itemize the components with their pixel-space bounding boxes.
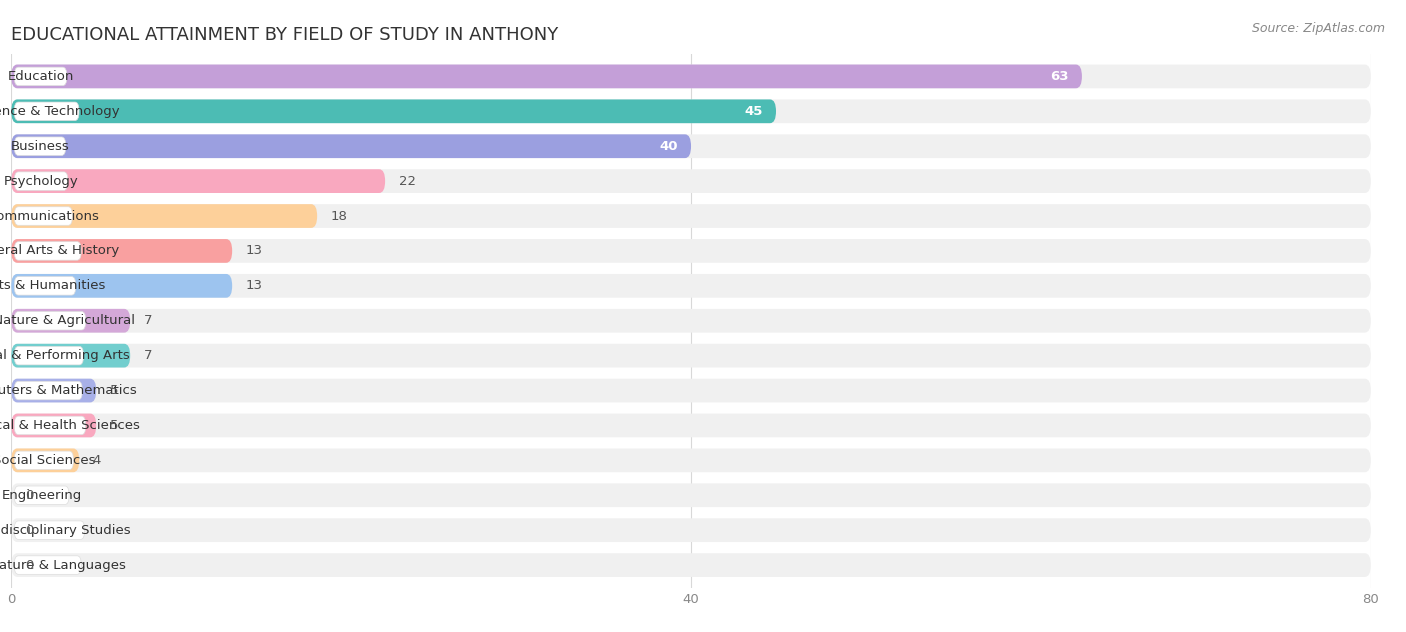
Text: Science & Technology: Science & Technology — [0, 105, 120, 118]
FancyBboxPatch shape — [14, 102, 79, 121]
Text: Literature & Languages: Literature & Languages — [0, 559, 127, 571]
FancyBboxPatch shape — [11, 99, 1371, 123]
Text: EDUCATIONAL ATTAINMENT BY FIELD OF STUDY IN ANTHONY: EDUCATIONAL ATTAINMENT BY FIELD OF STUDY… — [11, 26, 558, 44]
Text: 4: 4 — [93, 454, 101, 467]
Text: 0: 0 — [25, 524, 34, 537]
Text: 0: 0 — [25, 489, 34, 502]
Text: Arts & Humanities: Arts & Humanities — [0, 279, 105, 293]
FancyBboxPatch shape — [11, 309, 1371, 332]
Text: 5: 5 — [110, 384, 118, 397]
FancyBboxPatch shape — [14, 451, 73, 470]
Text: 22: 22 — [399, 174, 416, 188]
Text: Engineering: Engineering — [1, 489, 82, 502]
FancyBboxPatch shape — [14, 67, 66, 86]
FancyBboxPatch shape — [11, 413, 1371, 437]
Text: 5: 5 — [110, 419, 118, 432]
FancyBboxPatch shape — [14, 241, 82, 260]
Text: Bio, Nature & Agricultural: Bio, Nature & Agricultural — [0, 314, 135, 327]
FancyBboxPatch shape — [14, 381, 83, 400]
Text: 7: 7 — [143, 314, 152, 327]
FancyBboxPatch shape — [11, 449, 1371, 472]
Text: Source: ZipAtlas.com: Source: ZipAtlas.com — [1251, 22, 1385, 35]
Text: 0: 0 — [25, 559, 34, 571]
Text: Liberal Arts & History: Liberal Arts & History — [0, 245, 120, 257]
Text: Education: Education — [7, 70, 73, 83]
FancyBboxPatch shape — [11, 344, 1371, 368]
FancyBboxPatch shape — [11, 518, 1371, 542]
FancyBboxPatch shape — [14, 556, 82, 574]
FancyBboxPatch shape — [14, 416, 86, 435]
FancyBboxPatch shape — [11, 274, 1371, 298]
FancyBboxPatch shape — [14, 277, 76, 295]
FancyBboxPatch shape — [11, 483, 1371, 507]
Text: 7: 7 — [143, 349, 152, 362]
Text: 40: 40 — [659, 140, 678, 153]
FancyBboxPatch shape — [11, 64, 1371, 88]
FancyBboxPatch shape — [11, 99, 776, 123]
FancyBboxPatch shape — [14, 172, 67, 190]
Text: Communications: Communications — [0, 210, 100, 222]
Text: Social Sciences: Social Sciences — [0, 454, 96, 467]
FancyBboxPatch shape — [11, 135, 1371, 158]
FancyBboxPatch shape — [11, 379, 96, 403]
FancyBboxPatch shape — [11, 239, 1371, 263]
Text: 18: 18 — [330, 210, 347, 222]
FancyBboxPatch shape — [11, 553, 1371, 577]
FancyBboxPatch shape — [11, 274, 232, 298]
FancyBboxPatch shape — [11, 344, 131, 368]
FancyBboxPatch shape — [14, 137, 66, 155]
Text: Visual & Performing Arts: Visual & Performing Arts — [0, 349, 131, 362]
Text: Computers & Mathematics: Computers & Mathematics — [0, 384, 138, 397]
FancyBboxPatch shape — [11, 64, 1083, 88]
FancyBboxPatch shape — [11, 239, 232, 263]
FancyBboxPatch shape — [11, 309, 131, 332]
Text: 13: 13 — [246, 245, 263, 257]
FancyBboxPatch shape — [11, 413, 96, 437]
FancyBboxPatch shape — [11, 169, 1371, 193]
FancyBboxPatch shape — [14, 486, 69, 504]
FancyBboxPatch shape — [11, 449, 79, 472]
FancyBboxPatch shape — [11, 169, 385, 193]
FancyBboxPatch shape — [11, 204, 1371, 228]
FancyBboxPatch shape — [11, 204, 318, 228]
FancyBboxPatch shape — [14, 207, 72, 225]
FancyBboxPatch shape — [14, 521, 84, 540]
FancyBboxPatch shape — [14, 346, 83, 365]
Text: Multidisciplinary Studies: Multidisciplinary Studies — [0, 524, 131, 537]
Text: 13: 13 — [246, 279, 263, 293]
FancyBboxPatch shape — [11, 135, 692, 158]
FancyBboxPatch shape — [11, 379, 1371, 403]
Text: 63: 63 — [1050, 70, 1069, 83]
FancyBboxPatch shape — [14, 312, 86, 330]
Text: Physical & Health Sciences: Physical & Health Sciences — [0, 419, 141, 432]
Text: Psychology: Psychology — [4, 174, 79, 188]
Text: 45: 45 — [744, 105, 762, 118]
Text: Business: Business — [11, 140, 69, 153]
